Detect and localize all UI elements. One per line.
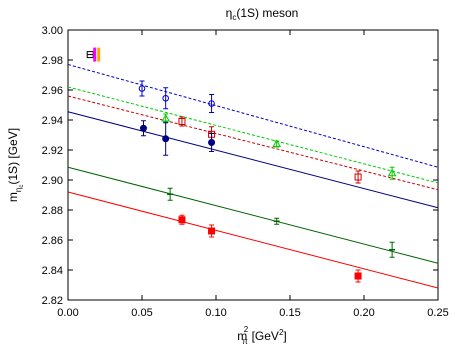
experiment-band-magenta xyxy=(93,47,97,62)
data-point-4-2 xyxy=(389,241,396,258)
marker-circle-open xyxy=(208,100,215,107)
fit-line-0 xyxy=(67,64,439,168)
marker-square xyxy=(178,216,186,224)
y-tick-label-6: 2.94 xyxy=(42,115,63,127)
data-point-0-0 xyxy=(138,80,146,97)
x-axis: 0.00 0.05 0.10 0.15 0.20 0.25 xyxy=(57,30,449,319)
x-tick-label-0: 0.00 xyxy=(57,307,78,319)
experimental-value xyxy=(86,47,101,62)
y-tick-label-8: 2.98 xyxy=(42,55,63,67)
data-point-5-0 xyxy=(178,214,186,225)
y-axis-label: mηc(1S) [GeV] xyxy=(6,128,25,202)
x-tick-label-1: 0.05 xyxy=(131,307,152,319)
y-tick-label-0: 2.82 xyxy=(42,295,63,307)
fit-line-3 xyxy=(67,111,439,209)
y-tick-label-7: 2.96 xyxy=(42,85,63,97)
marker-triangle-open xyxy=(161,114,171,122)
x-tick-label-2: 0.10 xyxy=(205,307,226,319)
data-point-3-1 xyxy=(162,121,170,156)
data-point-1-0 xyxy=(161,113,171,124)
data-point-5-2 xyxy=(354,269,362,283)
y-tick-label-4: 2.90 xyxy=(42,175,63,187)
x-axis-label: mπ2 [GeV2] xyxy=(237,325,286,346)
data-point-3-2 xyxy=(208,133,216,152)
data-point-5-1 xyxy=(208,224,216,238)
data-point-0-1 xyxy=(162,87,169,110)
marker-circle xyxy=(208,139,216,146)
y-tick-label-5: 2.92 xyxy=(42,145,63,157)
y-tick-label-1: 2.84 xyxy=(42,265,63,277)
fit-lines xyxy=(67,64,439,289)
x-tick-label-4: 0.20 xyxy=(353,307,374,319)
fit-line-1 xyxy=(67,86,439,184)
marker-triangle-open xyxy=(272,139,282,147)
data-point-2-0 xyxy=(178,116,186,127)
data-point-1-1 xyxy=(272,139,282,148)
data-point-0-2 xyxy=(208,94,215,113)
marker-circle-open xyxy=(162,94,169,102)
y-tick-label-9: 3.00 xyxy=(42,25,63,37)
marker-triangle-open xyxy=(387,168,397,177)
plot-frame xyxy=(67,29,439,301)
marker-circle-open xyxy=(138,85,146,92)
fit-line-2 xyxy=(67,95,439,191)
marker-square-open xyxy=(354,173,362,181)
data-point-4-0 xyxy=(167,187,174,201)
data-point-4-1 xyxy=(273,217,280,225)
data-point-2-2 xyxy=(354,170,362,184)
y-tick-label-3: 2.88 xyxy=(42,205,63,217)
marker-circle xyxy=(162,135,170,143)
chart-title: ηc(1S) meson xyxy=(226,6,299,22)
marker-square xyxy=(208,227,216,235)
experiment-band-orange xyxy=(97,47,101,62)
x-tick-label-3: 0.15 xyxy=(279,307,300,319)
marker-square xyxy=(354,272,362,280)
data-point-1-2 xyxy=(387,166,397,180)
y-axis: 2.82 2.84 2.86 2.88 2.90 2.92 2.94 2.96 2.98 3.00 xyxy=(42,25,438,307)
fit-line-5 xyxy=(67,191,439,289)
data-point-3-0 xyxy=(139,120,147,137)
marker-square-open xyxy=(178,118,186,125)
fit-line-4 xyxy=(67,166,439,264)
x-tick-label-5: 0.25 xyxy=(427,307,448,319)
y-tick-label-2: 2.86 xyxy=(42,235,63,247)
marker-circle xyxy=(139,124,147,132)
data-points xyxy=(138,80,397,283)
